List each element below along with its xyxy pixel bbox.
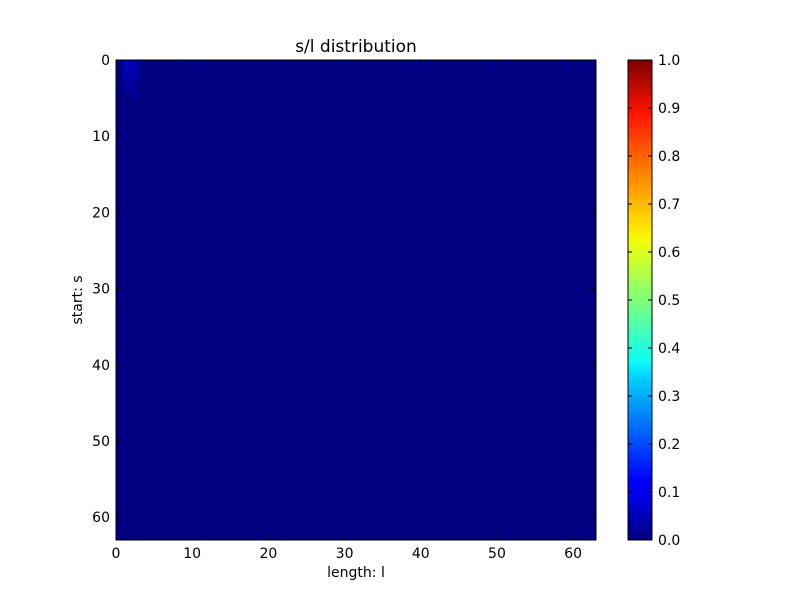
- colorbar-tick-label: 0.4: [658, 341, 680, 357]
- heatmap-cell: [131, 60, 139, 68]
- x-axis-label: length: l: [327, 565, 385, 581]
- heatmap-cell: [131, 75, 139, 83]
- y-tick-label: 0: [101, 53, 110, 69]
- y-tick-label: 40: [92, 358, 110, 374]
- y-tick-label: 20: [92, 205, 110, 221]
- heatmap-cell: [266, 60, 274, 68]
- heatmap-cell: [491, 60, 499, 68]
- heatmap-cell: [566, 60, 574, 68]
- heatmap-cell: [123, 82, 132, 91]
- y-tick-label: 50: [92, 434, 110, 450]
- colorbar-tick-label: 0.7: [658, 197, 680, 213]
- plot-frame: [115, 59, 597, 541]
- y-tick-label: 30: [92, 282, 110, 298]
- colorbar-tick-label: 0.1: [658, 485, 680, 501]
- heatmap-background: [116, 60, 596, 540]
- colorbar-tick-label: 1.0: [658, 53, 680, 69]
- x-tick-label: 40: [412, 546, 430, 562]
- chart-title: s/l distribution: [295, 37, 417, 57]
- heatmap-cell: [131, 82, 139, 91]
- y-tick-label: 60: [92, 510, 110, 526]
- colorbar-tick-label: 0.9: [658, 101, 680, 117]
- x-tick-label: 50: [488, 546, 506, 562]
- heatmap-cell: [416, 60, 424, 68]
- colorbar-tick-label: 0.8: [658, 149, 680, 165]
- colorbar-tick-label: 0.5: [658, 293, 680, 309]
- x-tick-label: 60: [564, 546, 582, 562]
- y-axis-ticks: 0 10 20 30 40 50 60: [92, 53, 596, 526]
- heatmap-cell: [123, 60, 132, 68]
- x-tick-label: 0: [112, 546, 121, 562]
- colorbar-tick-label: 0.2: [658, 437, 680, 453]
- colorbar-tick-label: 0.3: [658, 389, 680, 405]
- x-axis-ticks: 0 10 20 30 40 50 60: [112, 60, 582, 562]
- heatmap-cell: [123, 67, 132, 76]
- heatmap-cell: [191, 60, 199, 68]
- heatmap-cell: [131, 67, 139, 76]
- x-tick-label: 10: [183, 546, 201, 562]
- x-tick-label: 20: [259, 546, 277, 562]
- heatmap-cell: [131, 90, 139, 98]
- y-axis-label: start: s: [70, 275, 86, 324]
- heatmap-cell: [123, 75, 132, 83]
- colorbar-tick-label: 0.6: [658, 245, 680, 261]
- colorbar-tick-label: 0.0: [658, 533, 680, 549]
- y-tick-label: 10: [92, 129, 110, 145]
- colorbar-ticks: 0.0 0.1 0.2 0.3 0.4 0.5 0.6 0.7 0.8 0.9 1.0: [628, 53, 680, 549]
- x-tick-label: 30: [336, 546, 354, 562]
- heatmap-cells: [116, 60, 596, 540]
